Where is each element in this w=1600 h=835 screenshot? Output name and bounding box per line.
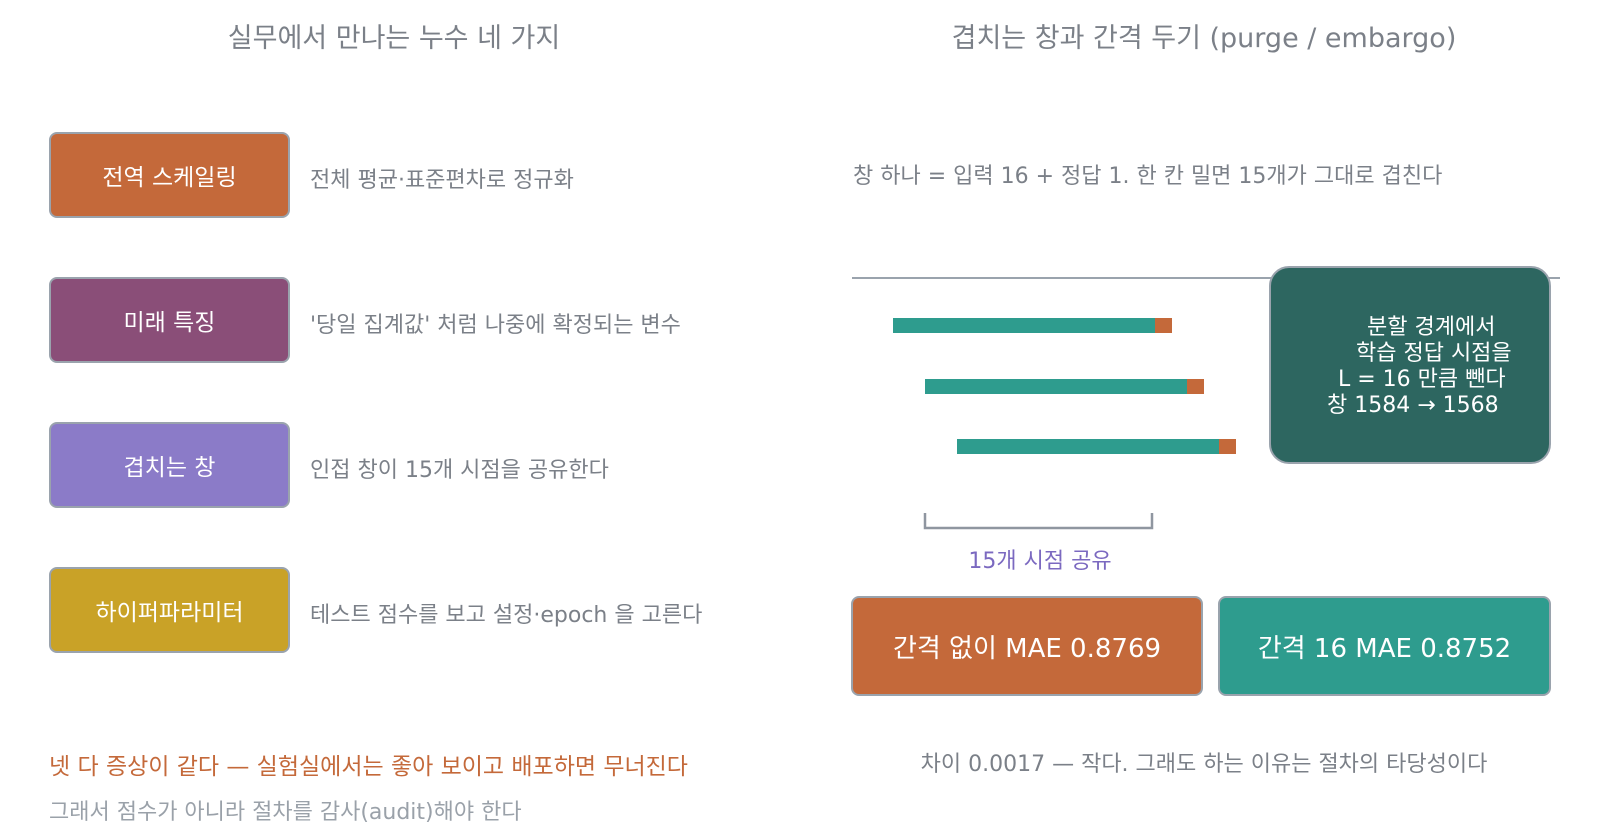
right-panel-title: 겹치는 창과 간격 두기 (purge / embargo) bbox=[951, 23, 1457, 54]
overlap-label: 15개 시점 공유 bbox=[968, 549, 1112, 574]
window-1-target-segment bbox=[1155, 318, 1172, 333]
split-boundary-line bbox=[852, 277, 1560, 279]
leak-desc-overlapping-windows: 인접 창이 15개 시점을 공유한다 bbox=[310, 458, 609, 483]
left-footer-note: 그래서 점수가 아니라 절차를 감사(audit)해야 한다 bbox=[49, 800, 522, 825]
result-gap-16: 간격 16 MAE 0.8752 bbox=[1218, 596, 1551, 696]
leak-tag-future-feature: 미래 특징 bbox=[49, 277, 290, 363]
window-2-target-segment bbox=[1187, 379, 1204, 394]
window-3-target-segment bbox=[1219, 439, 1236, 454]
window-3-input-segment bbox=[957, 439, 1219, 454]
right-footer: 차이 0.0017 — 작다. 그래도 하는 이유는 절차의 타당성이다 bbox=[920, 752, 1488, 777]
leak-tag-hyperparameter: 하이퍼파라미터 bbox=[49, 567, 290, 653]
overlap-bracket bbox=[923, 513, 1154, 530]
leak-tag-global-scaling: 전역 스케일링 bbox=[49, 132, 290, 218]
leak-desc-global-scaling: 전체 평균·표준편차로 정규화 bbox=[310, 168, 574, 193]
callout-line-2: 학습 정답 시점을 bbox=[1356, 341, 1512, 366]
leak-desc-hyperparameter: 테스트 점수를 보고 설정·epoch 을 고른다 bbox=[310, 603, 703, 628]
result-no-gap: 간격 없이 MAE 0.8769 bbox=[851, 596, 1203, 696]
window-bar-2 bbox=[925, 379, 1204, 394]
callout-line-4: 창 1584 → 1568 bbox=[1327, 393, 1499, 418]
purge-callout: 분할 경계에서 학습 정답 시점을 L = 16 만큼 뺀다 창 1584 → … bbox=[1269, 266, 1551, 464]
left-panel-title: 실무에서 만나는 누수 네 가지 bbox=[227, 23, 561, 54]
left-footer-warning: 넷 다 증상이 같다 — 실험실에서는 좋아 보이고 배포하면 무너진다 bbox=[49, 754, 688, 780]
window-bar-1 bbox=[893, 318, 1172, 333]
leak-desc-future-feature: '당일 집계값' 처럼 나중에 확정되는 변수 bbox=[310, 313, 681, 338]
window-bar-3 bbox=[957, 439, 1236, 454]
window-definition-text: 창 하나 = 입력 16 + 정답 1. 한 칸 밀면 15개가 그대로 겹친다 bbox=[853, 164, 1443, 189]
callout-line-1: 분할 경계에서 bbox=[1367, 315, 1496, 340]
callout-line-3: L = 16 만큼 뺀다 bbox=[1338, 367, 1506, 392]
leak-tag-overlapping-windows: 겹치는 창 bbox=[49, 422, 290, 508]
window-1-input-segment bbox=[893, 318, 1155, 333]
window-2-input-segment bbox=[925, 379, 1187, 394]
